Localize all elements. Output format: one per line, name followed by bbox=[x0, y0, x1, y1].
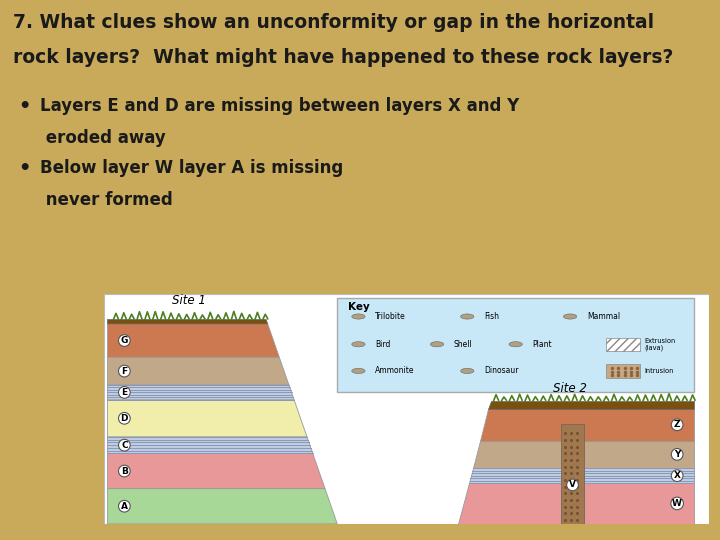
Text: Trilobite: Trilobite bbox=[375, 312, 406, 321]
Text: G: G bbox=[121, 336, 128, 345]
Text: Ammonite: Ammonite bbox=[375, 367, 415, 375]
Polygon shape bbox=[107, 357, 289, 385]
Polygon shape bbox=[107, 324, 279, 357]
Text: B: B bbox=[121, 467, 127, 476]
Text: Fish: Fish bbox=[485, 312, 499, 321]
Text: Bird: Bird bbox=[375, 340, 391, 349]
Polygon shape bbox=[469, 468, 694, 483]
Polygon shape bbox=[107, 437, 312, 454]
Text: Z: Z bbox=[674, 420, 680, 429]
Polygon shape bbox=[480, 409, 694, 441]
Text: Y: Y bbox=[674, 450, 680, 459]
Text: eroded away: eroded away bbox=[40, 129, 166, 146]
Ellipse shape bbox=[352, 342, 365, 347]
Ellipse shape bbox=[461, 314, 474, 319]
Text: X: X bbox=[674, 471, 680, 480]
Text: E: E bbox=[121, 388, 127, 397]
Text: Site 2: Site 2 bbox=[553, 382, 587, 395]
Text: Intrusion: Intrusion bbox=[644, 368, 673, 374]
Polygon shape bbox=[107, 320, 268, 324]
Text: C: C bbox=[121, 441, 127, 450]
Text: Dinosaur: Dinosaur bbox=[485, 367, 518, 375]
Bar bbox=[606, 364, 639, 377]
Bar bbox=[561, 424, 584, 524]
Text: Key: Key bbox=[348, 302, 370, 313]
Text: Extrusion
(lava): Extrusion (lava) bbox=[644, 338, 675, 351]
Polygon shape bbox=[473, 441, 694, 468]
Ellipse shape bbox=[352, 314, 365, 319]
Ellipse shape bbox=[509, 342, 522, 347]
Polygon shape bbox=[458, 483, 694, 524]
Text: Layers E and D are missing between layers X and Y: Layers E and D are missing between layer… bbox=[40, 97, 519, 115]
Text: Site 1: Site 1 bbox=[172, 294, 206, 307]
Text: Plant: Plant bbox=[533, 340, 552, 349]
Text: 7. What clues show an unconformity or gap in the horizontal: 7. What clues show an unconformity or ga… bbox=[13, 14, 654, 32]
Text: rock layers?  What might have happened to these rock layers?: rock layers? What might have happened to… bbox=[13, 48, 673, 66]
FancyBboxPatch shape bbox=[337, 298, 694, 393]
Text: A: A bbox=[121, 502, 128, 511]
Text: Below layer W layer A is missing: Below layer W layer A is missing bbox=[40, 159, 343, 177]
Text: •: • bbox=[18, 97, 30, 116]
Polygon shape bbox=[107, 385, 294, 400]
Polygon shape bbox=[488, 401, 694, 409]
Polygon shape bbox=[107, 489, 337, 524]
Polygon shape bbox=[107, 454, 325, 489]
Ellipse shape bbox=[564, 314, 577, 319]
Polygon shape bbox=[107, 400, 307, 437]
Ellipse shape bbox=[461, 368, 474, 374]
Text: V: V bbox=[569, 481, 576, 489]
Ellipse shape bbox=[352, 368, 365, 374]
Text: F: F bbox=[121, 367, 127, 376]
Text: Mammal: Mammal bbox=[587, 312, 620, 321]
Text: never formed: never formed bbox=[40, 191, 172, 208]
Ellipse shape bbox=[431, 342, 444, 347]
Bar bbox=[606, 338, 639, 351]
Text: W: W bbox=[672, 499, 682, 508]
Text: D: D bbox=[121, 414, 128, 423]
Text: •: • bbox=[18, 159, 30, 178]
Text: Shell: Shell bbox=[454, 340, 473, 349]
